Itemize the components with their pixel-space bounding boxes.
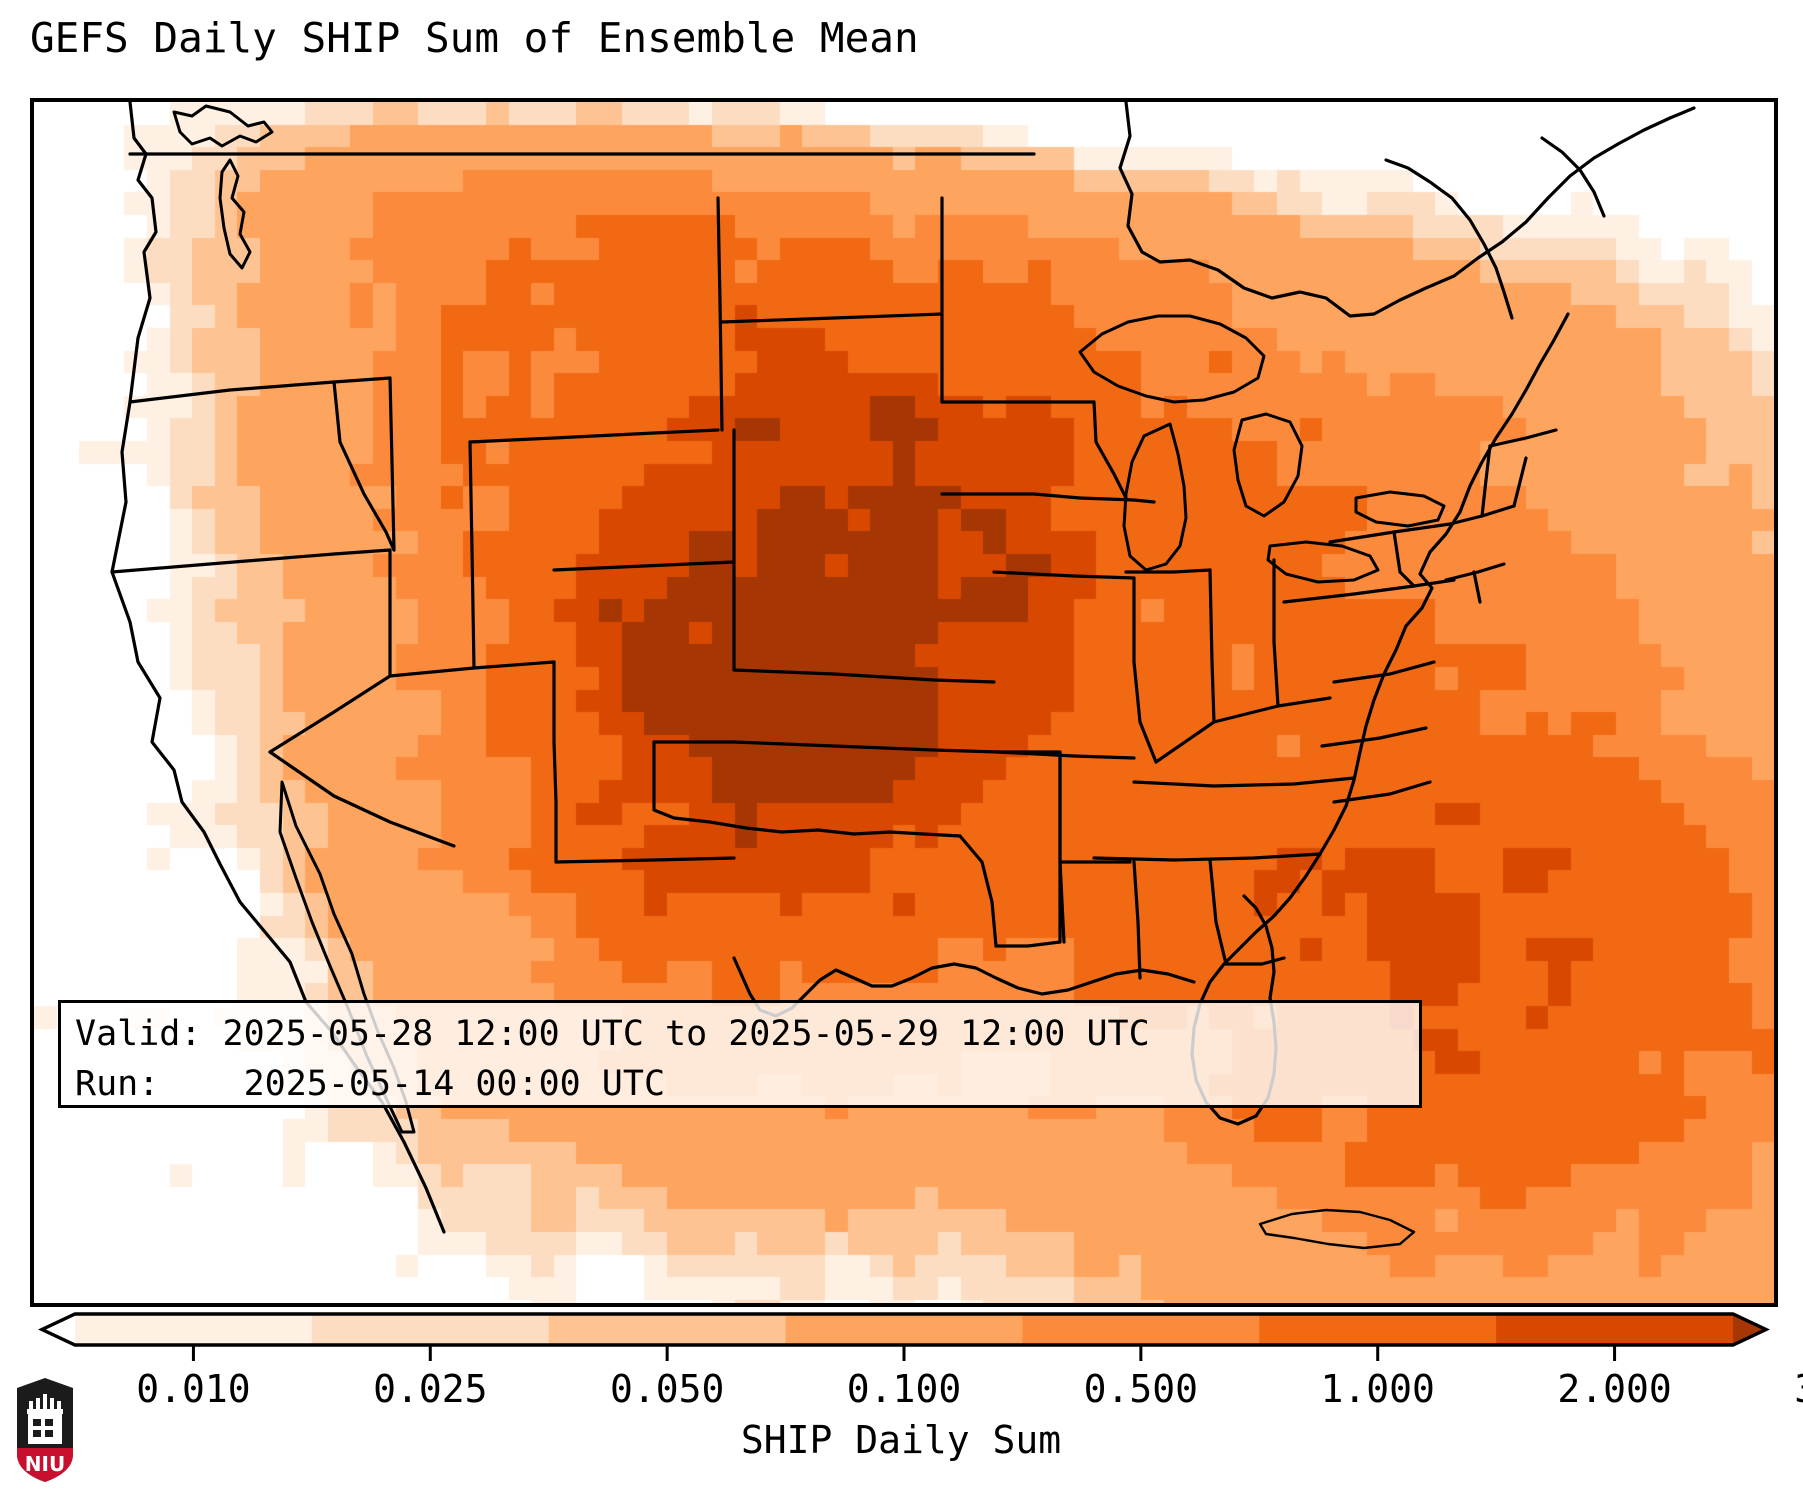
niu-logo: NIU <box>17 1378 73 1482</box>
run-time-line: Run: 2025-05-14 00:00 UTC <box>75 1064 666 1104</box>
map-plot-area <box>30 98 1778 1307</box>
colorbar-tick-label: 3.000 <box>1794 1367 1803 1411</box>
colorbar <box>0 1307 1803 1427</box>
colorbar-axis-label: SHIP Daily Sum <box>740 1418 1062 1462</box>
colorbar-tick-label: 0.025 <box>373 1367 488 1411</box>
map-boundaries-layer <box>110 102 1696 1250</box>
valid-time-line: Valid: 2025-05-28 12:00 UTC to 2025-05-2… <box>75 1014 1150 1054</box>
colorbar-tick-label: 1.000 <box>1320 1367 1435 1411</box>
colorbar-tick-label: 0.010 <box>136 1367 251 1411</box>
page-title: GEFS Daily SHIP Sum of Ensemble Mean <box>30 14 919 62</box>
info-box: Valid: 2025-05-28 12:00 UTC to 2025-05-2… <box>58 1000 1422 1108</box>
colorbar-tick-label: 2.000 <box>1557 1367 1672 1411</box>
colorbar-tick-label: 0.500 <box>1083 1367 1199 1411</box>
colorbar-tick-label: 0.100 <box>846 1367 962 1411</box>
colorbar-tick-label: 0.050 <box>609 1367 725 1411</box>
colorbar-gradient <box>38 1312 1770 1361</box>
niu-logo-text: NIU <box>25 1452 65 1476</box>
